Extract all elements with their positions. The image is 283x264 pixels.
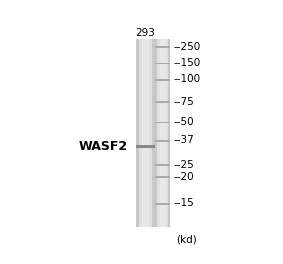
Bar	[155, 203, 170, 205]
Bar	[157, 39, 168, 227]
Bar	[155, 140, 170, 142]
Text: --25: --25	[173, 160, 194, 170]
Bar	[155, 164, 170, 166]
Text: --75: --75	[173, 97, 194, 107]
Text: --50: --50	[173, 117, 194, 127]
Text: --100: --100	[173, 74, 201, 84]
Text: WASF2: WASF2	[78, 140, 128, 153]
Bar	[139, 39, 152, 227]
Text: --20: --20	[173, 172, 194, 182]
Bar	[160, 39, 166, 227]
Bar	[142, 39, 149, 227]
Bar	[155, 79, 170, 81]
Bar	[136, 39, 155, 227]
Bar	[155, 63, 170, 64]
Bar	[155, 39, 170, 227]
Text: --250: --250	[173, 42, 201, 52]
Bar	[136, 145, 155, 148]
Bar	[155, 121, 170, 123]
Bar	[155, 101, 170, 103]
Text: (kd): (kd)	[176, 235, 197, 245]
Text: --15: --15	[173, 199, 194, 209]
Bar	[155, 176, 170, 178]
Text: --37: --37	[173, 135, 194, 145]
Bar	[155, 46, 170, 48]
Text: --150: --150	[173, 58, 201, 68]
Text: 293: 293	[136, 28, 156, 38]
